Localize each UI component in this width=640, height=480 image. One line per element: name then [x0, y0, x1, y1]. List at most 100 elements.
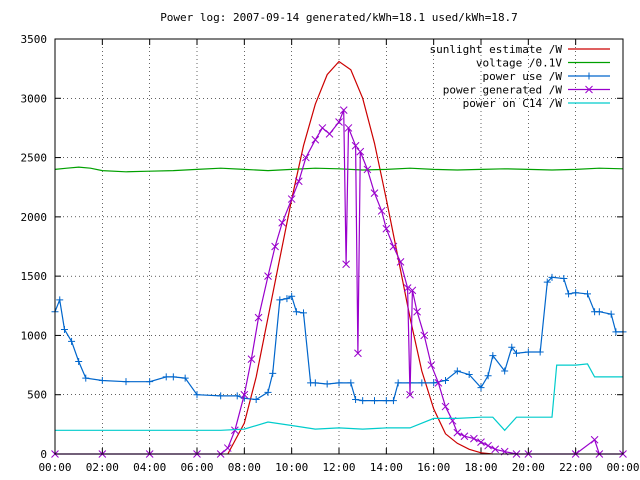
power-use-w-point	[335, 379, 343, 387]
x-tick-label: 02:00	[86, 461, 119, 474]
power-use-w-point	[536, 348, 544, 356]
power-generated-w-point	[403, 284, 412, 292]
power-use-w-point	[269, 369, 277, 377]
power-generated-w-point	[247, 355, 256, 363]
power-use-w-point	[352, 395, 360, 403]
y-tick-label: 0	[40, 448, 47, 461]
series-line-voltage-0-1v	[54, 166, 624, 173]
power-use-w-point	[292, 308, 300, 316]
chart-grid	[55, 39, 623, 454]
power-generated-w-point	[382, 224, 391, 233]
power-generated-w-point	[351, 141, 360, 150]
power-use-w-point	[513, 349, 520, 357]
power-generated-w-point	[453, 428, 462, 437]
power-generated-w-point	[318, 124, 327, 132]
legend-label: power use /W	[483, 70, 563, 83]
power-use-w-point	[252, 395, 260, 403]
power-generated-w-point	[396, 258, 405, 266]
power-use-w-point	[233, 392, 241, 400]
legend-point	[585, 85, 593, 94]
power-use-w-point	[465, 371, 473, 379]
power-use-w-point	[169, 373, 177, 381]
power-generated-w-point	[302, 153, 310, 162]
power-generated-w-point	[254, 313, 263, 322]
power-use-w-point	[283, 295, 291, 303]
legend-label: power generated /W	[443, 84, 563, 97]
power-use-w-point	[371, 397, 378, 405]
power-use-w-point	[68, 337, 76, 345]
power-generated-w-point	[363, 165, 372, 174]
power-use-w-point	[548, 273, 556, 281]
power-use-w-point	[418, 379, 426, 387]
legend-label: power on C14 /W	[463, 97, 563, 110]
plot-frame	[54, 38, 624, 455]
x-tick-label: 16:00	[417, 461, 450, 474]
power-use-w-point	[565, 290, 573, 298]
power-use-w-point	[98, 376, 106, 384]
power-generated-w-point	[491, 445, 500, 454]
series-power-use-w	[51, 273, 627, 405]
power-use-w-point	[217, 392, 225, 400]
power-use-w-point	[484, 372, 492, 380]
x-tick-label: 04:00	[133, 461, 166, 474]
power-generated-w-point	[406, 390, 414, 399]
x-tick-label: 20:00	[512, 461, 545, 474]
power-generated-w-point	[389, 242, 398, 251]
y-tick-label: 3000	[21, 92, 48, 105]
series-line-power-on-c14-w	[55, 363, 623, 432]
x-tick-label: 10:00	[275, 461, 308, 474]
series-line-sunlight-estimate-w	[227, 60, 493, 455]
power-use-w-point	[288, 292, 296, 300]
x-tick-label: 22:00	[559, 461, 592, 474]
power-use-w-point	[181, 374, 189, 382]
power-use-w-point	[359, 397, 367, 405]
x-tick-label: 14:00	[370, 461, 403, 474]
power-use-w-point	[524, 348, 532, 356]
power-generated-w-point	[287, 195, 296, 203]
power-generated-w-point	[434, 379, 443, 387]
power-generated-w-point	[590, 435, 599, 444]
power-use-w-point	[193, 391, 201, 399]
power-use-w-point	[264, 388, 272, 396]
power-use-w-point	[442, 376, 449, 384]
power-use-w-point	[489, 352, 497, 360]
power-use-w-point	[75, 358, 83, 366]
power-use-w-point	[389, 397, 397, 405]
chart-series	[51, 60, 627, 458]
power-use-w-point	[382, 397, 390, 405]
power-generated-w-point	[356, 147, 365, 156]
power-generated-w-point	[441, 402, 450, 411]
power-use-w-point	[146, 378, 154, 386]
series-power-on-c14-w	[55, 363, 623, 432]
power-generated-w-point	[460, 432, 469, 441]
power-use-w-point	[347, 379, 355, 387]
y-tick-label: 500	[27, 389, 47, 402]
power-generated-w-point	[342, 260, 350, 269]
power-use-w-point	[453, 367, 461, 375]
power-generated-w-point	[477, 438, 485, 446]
power-generated-w-point	[294, 177, 303, 186]
power-use-w-point	[543, 278, 551, 286]
y-tick-label: 2000	[21, 211, 48, 224]
power-use-w-point	[584, 290, 591, 298]
series-power-generated-w	[51, 106, 627, 458]
power-generated-w-point	[354, 349, 362, 358]
x-tick-label: 00:00	[606, 461, 639, 474]
power-generated-w-point	[420, 331, 429, 340]
power-use-w-point	[612, 328, 620, 336]
y-axis-ticks: 0 500 1000 1500 2000 2500 3000 3500	[21, 33, 623, 461]
power-generated-w-point	[264, 272, 272, 280]
y-tick-label: 1500	[21, 270, 48, 283]
power-use-w-point	[607, 310, 615, 318]
power-generated-w-point	[484, 441, 492, 450]
power-use-w-point	[501, 367, 509, 375]
power-use-w-point	[276, 296, 284, 304]
x-tick-label: 08:00	[228, 461, 261, 474]
power-generated-w-point	[470, 434, 478, 443]
power-generated-w-point	[240, 390, 249, 399]
power-generated-w-point	[278, 218, 287, 227]
power-use-w-point	[560, 275, 568, 283]
power-generated-w-point	[344, 124, 353, 132]
power-use-w-point	[323, 380, 331, 388]
